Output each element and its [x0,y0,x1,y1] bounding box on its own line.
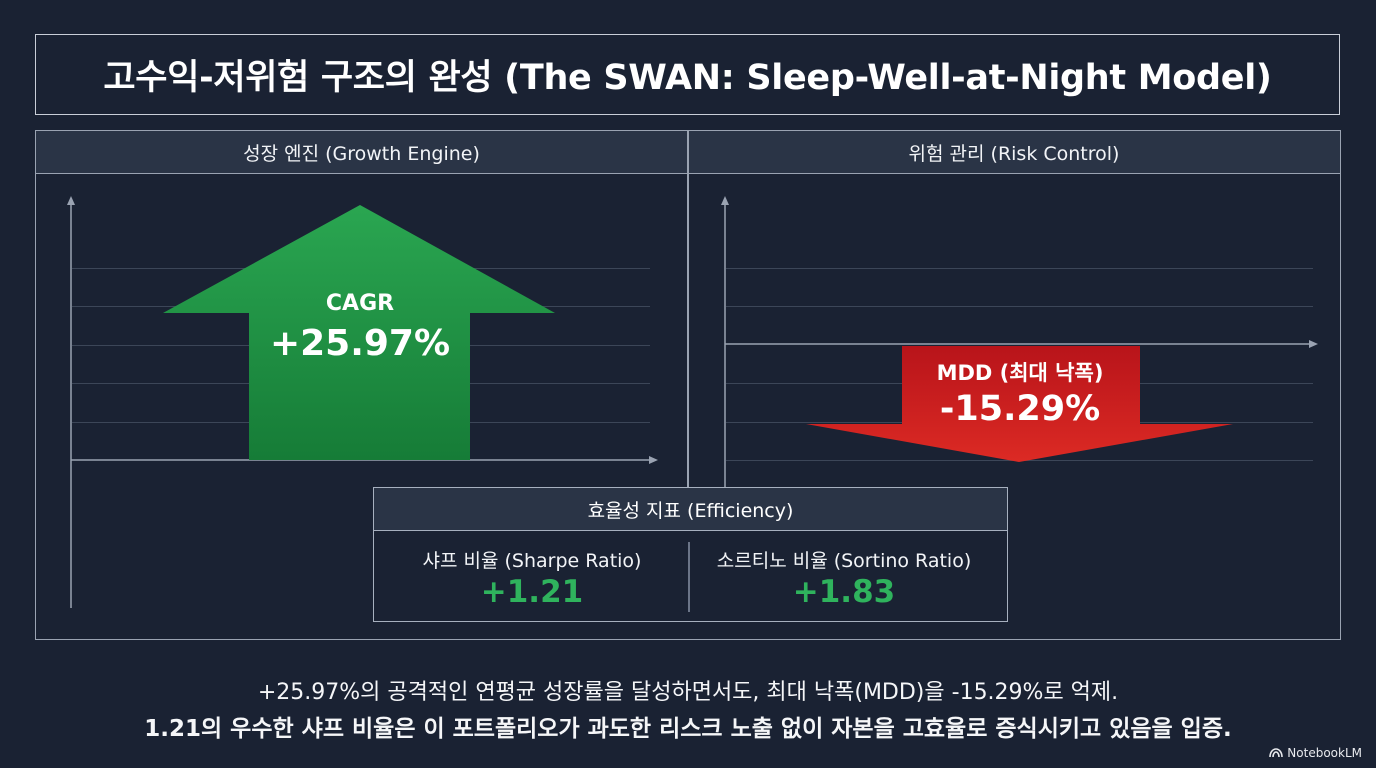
efficiency-divider [688,542,690,612]
summary-line-2: 1.21의 우수한 샤프 비율은 이 포트폴리오가 과도한 리스크 노출 없이 … [144,716,1232,742]
title-box: 고수익-저위험 구조의 완성 (The SWAN: Sleep-Well-at-… [35,34,1340,115]
summary-line-1: +25.97%의 공격적인 연평균 성장률을 달성하면서도, 최대 낙폭(MDD… [257,680,1119,705]
growth-engine-header: 성장 엔진 (Growth Engine) [35,130,688,174]
sharpe-ratio-label: 샤프 비율 (Sharpe Ratio) [422,550,642,572]
cagr-label: CAGR [325,291,395,316]
risk-gridline [726,306,1313,307]
sortino-ratio-label: 소르티노 비율 (Sortino Ratio) [716,550,972,572]
sharpe-ratio-value: +1.21 [480,574,584,610]
panel-divider [687,130,689,487]
risk-y-axis-arrowhead [721,196,729,205]
risk-x-axis-arrowhead [1309,340,1318,348]
efficiency-header: 효율성 지표 (Efficiency) [374,488,1007,531]
risk-down-arrow-icon [806,346,1233,462]
mdd-value: -15.29% [939,389,1101,429]
risk-control-header: 위험 관리 (Risk Control) [687,130,1341,174]
growth-up-arrow-icon [163,205,555,460]
sortino-ratio-value: +1.83 [792,574,896,610]
risk-control-header-label: 위험 관리 (Risk Control) [908,142,1120,165]
growth-x-axis-arrowhead [649,456,658,464]
brand-name: NotebookLM [1287,746,1362,760]
cagr-value: +25.97% [269,323,451,364]
page-title: 고수익-저위험 구조의 완성 (The SWAN: Sleep-Well-at-… [103,58,1272,98]
brand-watermark: NotebookLM [1269,746,1362,760]
mdd-label: MDD (최대 낙폭) [936,361,1104,385]
risk-gridline [726,268,1313,269]
growth-y-axis-arrowhead [67,196,75,205]
efficiency-header-label: 효율성 지표 (Efficiency) [587,499,794,522]
notebooklm-logo-icon [1269,748,1284,758]
growth-engine-header-label: 성장 엔진 (Growth Engine) [243,142,480,165]
efficiency-box: 효율성 지표 (Efficiency) 샤프 비율 (Sharpe Ratio)… [373,487,1008,622]
